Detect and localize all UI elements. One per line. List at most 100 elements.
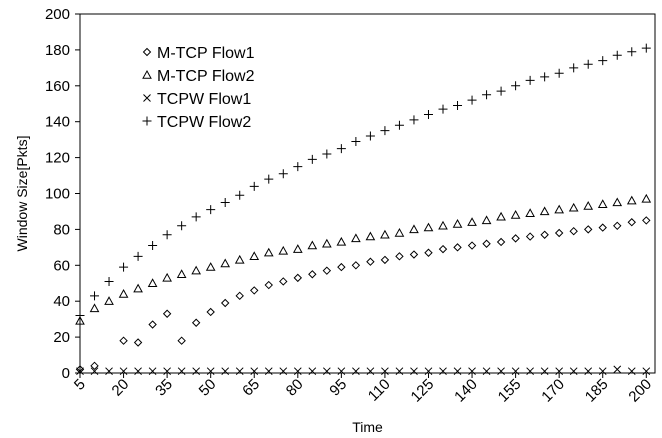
y-tick-label: 100 [45, 186, 70, 203]
data-point [307, 240, 318, 250]
data-point [453, 367, 462, 376]
data-point [119, 336, 128, 345]
data-point [482, 239, 491, 248]
data-point [554, 68, 564, 78]
data-point [395, 252, 404, 261]
data-point [642, 216, 651, 225]
data-point [206, 307, 215, 317]
data-point [511, 81, 521, 91]
data-point [526, 367, 534, 376]
data-point [381, 367, 389, 376]
x-tick-label: 20 [109, 376, 133, 400]
legend-marker [142, 116, 152, 126]
y-tick-label: 80 [53, 221, 70, 238]
data-point [322, 266, 332, 275]
legend: M-TCP Flow1 M-TCP Flow2 TCPW Flow1 TCPW Flo… [142, 45, 255, 131]
data-point [134, 367, 142, 376]
data-point [162, 309, 172, 318]
x-tick-label: 155 [495, 376, 525, 406]
series-1 [75, 216, 651, 374]
data-point [598, 223, 607, 232]
data-point [75, 311, 85, 321]
data-point [525, 75, 535, 85]
data-point [424, 367, 433, 376]
data-point [496, 86, 506, 96]
data-point [321, 238, 332, 248]
x-tick-label: 5 [71, 376, 89, 394]
data-point [205, 262, 216, 271]
data-point [105, 367, 113, 376]
y-axis-title: Window Size[Pkts] [14, 136, 30, 252]
data-point [584, 367, 593, 376]
data-point [555, 367, 564, 376]
data-point [554, 228, 564, 238]
data-point [133, 283, 143, 293]
data-point [307, 154, 317, 164]
data-point [626, 195, 637, 205]
data-point [264, 174, 274, 184]
data-point [249, 251, 260, 261]
data-point [235, 291, 244, 301]
data-point [613, 221, 622, 231]
legend-marker [143, 94, 151, 102]
data-point [569, 367, 578, 376]
data-point [468, 367, 476, 376]
data-point [497, 367, 505, 376]
data-point [424, 248, 433, 257]
data-point [119, 367, 128, 376]
data-point [293, 367, 302, 376]
data-point [583, 225, 593, 234]
x-tick-label: 200 [625, 376, 655, 406]
data-point [452, 218, 463, 228]
data-point [511, 234, 520, 243]
data-point [293, 273, 303, 283]
data-point [133, 251, 143, 261]
data-point [481, 215, 492, 225]
data-point [336, 236, 347, 246]
data-point [597, 199, 608, 208]
data-point [380, 126, 390, 136]
y-tick-label: 0 [62, 365, 70, 382]
data-point [220, 298, 230, 308]
data-point [366, 367, 375, 376]
data-point [336, 144, 346, 154]
data-point [496, 237, 506, 247]
data-point [554, 204, 565, 214]
series-4 [75, 43, 651, 321]
data-point [525, 208, 535, 217]
data-point [206, 367, 215, 376]
x-tick-label: 185 [582, 376, 612, 406]
data-point [278, 245, 289, 255]
data-point [162, 230, 172, 240]
y-axis: 0 20 40 60 80 100 120 140 160 180 200 [45, 6, 80, 382]
data-point [76, 367, 84, 376]
data-point [177, 336, 186, 345]
data-point [278, 169, 288, 179]
x-tick-label: 95 [326, 376, 350, 400]
data-point [467, 95, 477, 105]
data-point [337, 367, 346, 376]
data-point [308, 367, 317, 376]
data-point [250, 367, 259, 376]
data-point [496, 211, 506, 221]
data-point [438, 220, 448, 230]
data-point [293, 162, 303, 172]
data-point [423, 110, 433, 120]
data-point [351, 233, 361, 243]
data-point [583, 59, 593, 69]
data-point [525, 232, 535, 241]
data-point [642, 367, 651, 376]
data-point [641, 193, 652, 203]
data-point [598, 367, 607, 376]
data-point [482, 90, 492, 100]
data-point [438, 244, 448, 254]
legend-item: TCPW Flow2 [142, 114, 251, 131]
data-point [264, 367, 273, 376]
data-point [192, 367, 201, 376]
legend-item: M-TCP Flow2 [142, 68, 255, 85]
data-point [627, 367, 636, 376]
series-2 [75, 193, 652, 325]
data-point [90, 361, 99, 371]
data-point [366, 257, 375, 266]
legend-label: M-TCP Flow1 [157, 45, 255, 62]
